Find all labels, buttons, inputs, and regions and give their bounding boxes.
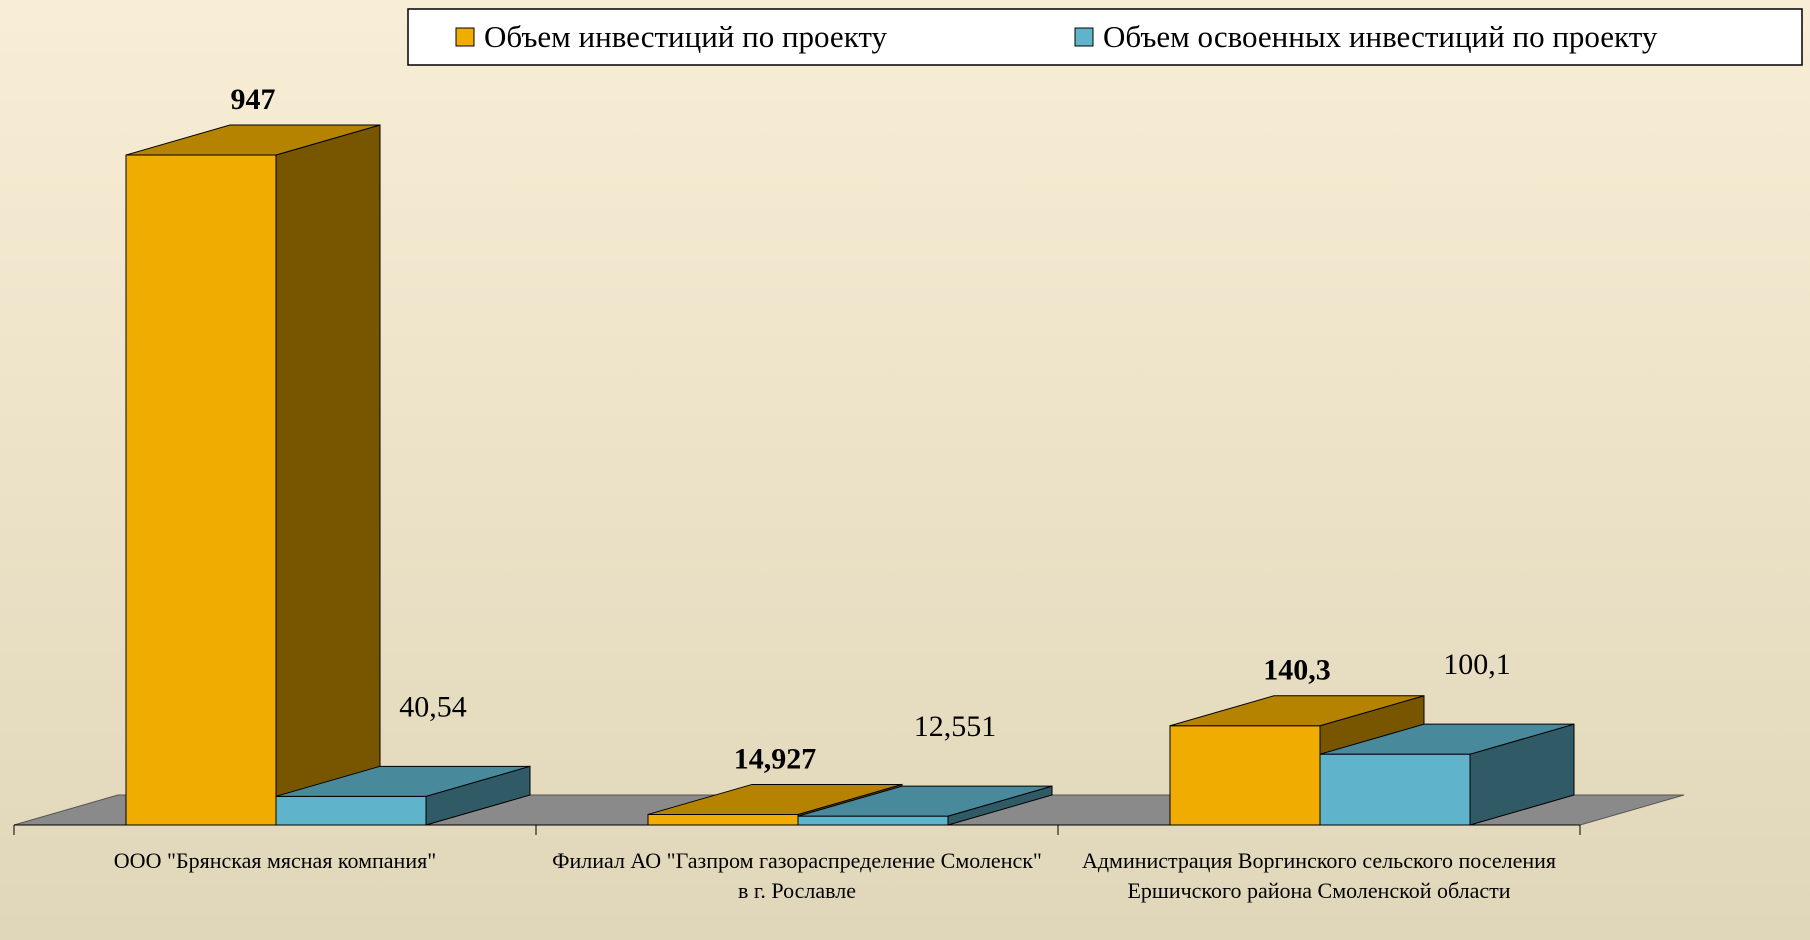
value-label: 40,54 xyxy=(399,690,467,723)
bar-side xyxy=(275,124,381,826)
bar-top xyxy=(797,785,1053,817)
x-tick-label: ООО "Брянская мясная компания" xyxy=(113,848,437,873)
bar-front xyxy=(647,813,799,826)
value-label: 140,3 xyxy=(1263,654,1331,687)
bar-front xyxy=(1169,725,1321,826)
legend-label: Объем инвестиций по проекту xyxy=(484,19,887,54)
bar xyxy=(1319,723,1575,826)
legend-swatch xyxy=(1074,27,1094,47)
value-label: 14,927 xyxy=(734,742,817,775)
legend-box xyxy=(407,8,1803,66)
bar-front xyxy=(1319,753,1471,826)
bar-top xyxy=(647,783,903,815)
value-label: 100,1 xyxy=(1443,648,1511,681)
bar xyxy=(275,765,531,826)
bar-front xyxy=(275,795,427,826)
bar-front xyxy=(125,154,277,826)
value-label: 947 xyxy=(231,83,276,116)
x-tick-label: Филиал АО "Газпром газораспределение Смо… xyxy=(552,848,1042,903)
bar-top xyxy=(275,765,531,797)
value-label: 12,551 xyxy=(914,710,997,743)
bar-top xyxy=(1319,723,1575,755)
bar xyxy=(797,785,1053,826)
legend-swatch xyxy=(455,27,475,47)
bar-top xyxy=(125,124,381,156)
legend-label: Объем освоенных инвестиций по проекту xyxy=(1103,19,1658,54)
x-tick-label: Администрация Воргинского сельского посе… xyxy=(1081,848,1557,903)
bar xyxy=(125,124,381,826)
bar-front xyxy=(797,815,949,826)
legend: Объем инвестиций по проекту Объем освоенн… xyxy=(407,8,1803,66)
bar-top xyxy=(1169,695,1425,727)
